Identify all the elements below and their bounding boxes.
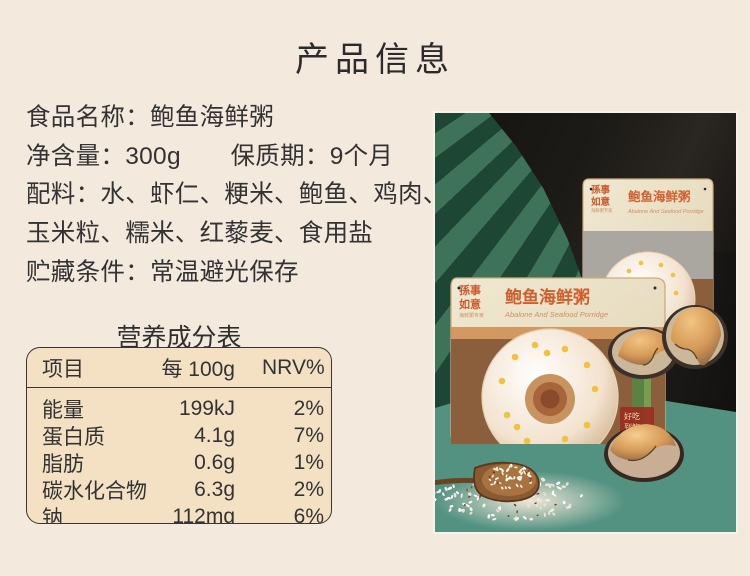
svg-text:鲍鱼海鲜粥: 鲍鱼海鲜粥 bbox=[628, 189, 691, 204]
svg-text:海鲜粥专家: 海鲜粥专家 bbox=[591, 207, 613, 214]
svg-text:孫事: 孫事 bbox=[591, 184, 611, 196]
svg-text:鲍鱼海鲜粥: 鲍鱼海鲜粥 bbox=[505, 287, 590, 307]
svg-text:Abalone And Seafood Porridge: Abalone And Seafood Porridge bbox=[504, 310, 608, 319]
svg-text:如意: 如意 bbox=[459, 297, 481, 311]
svg-text:海鲜粥专家: 海鲜粥专家 bbox=[459, 312, 484, 319]
svg-text:Abalone And Seafood Porridge: Abalone And Seafood Porridge bbox=[627, 209, 704, 215]
svg-text:孫事: 孫事 bbox=[459, 283, 481, 297]
svg-text:如意: 如意 bbox=[591, 196, 611, 208]
